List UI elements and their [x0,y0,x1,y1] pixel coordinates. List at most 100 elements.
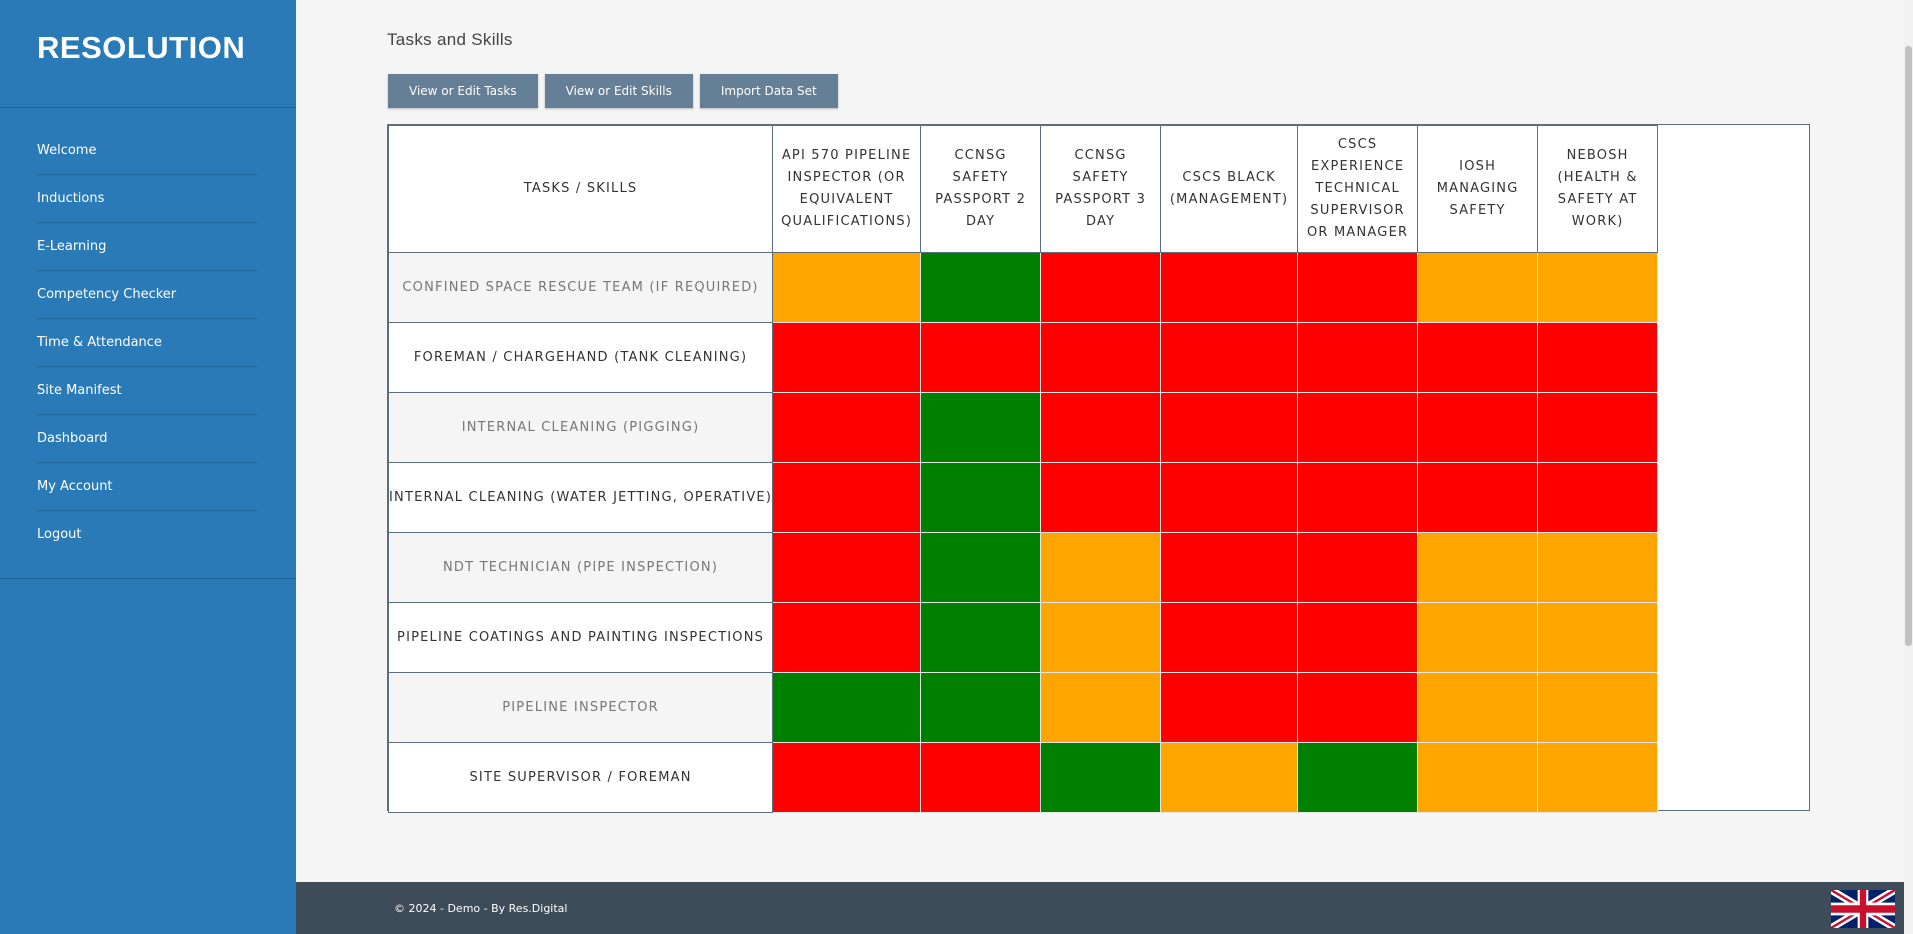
competency-cell-red[interactable] [1160,252,1299,323]
competency-cell-red[interactable] [1040,322,1162,393]
competency-cell-red[interactable] [1160,532,1299,603]
sidebar-divider [0,578,296,579]
sidebar-item-e-learning[interactable]: E-Learning [37,223,257,271]
sidebar-divider [0,107,296,108]
page-footer: © 2024 - Demo - By Res.Digital [296,882,1913,934]
scroll-thumb[interactable] [1905,46,1912,646]
competency-cell-red[interactable] [772,742,922,813]
view-edit-tasks-button[interactable]: View or Edit Tasks [388,74,538,108]
matrix-header-row: TASKS / SKILLS API 570 PIPELINE INSPECTO… [387,125,1659,253]
sidebar-item-time-attendance[interactable]: Time & Attendance [37,319,257,367]
competency-matrix: TASKS / SKILLS API 570 PIPELINE INSPECTO… [387,124,1810,813]
competency-cell-amber[interactable] [1417,602,1539,673]
competency-cell-red[interactable] [1040,252,1162,323]
competency-cell-green[interactable] [1040,742,1162,813]
matrix-row: PIPELINE COATINGS AND PAINTING INSPECTIO… [387,602,1659,673]
sidebar-nav: Welcome Inductions E-Learning Competency… [37,127,257,558]
competency-cell-red[interactable] [1297,602,1419,673]
competency-cell-amber[interactable] [1417,252,1539,323]
copyright-text: © 2024 - Demo - By Res.Digital [394,902,568,915]
competency-cell-amber[interactable] [1537,532,1659,603]
competency-cell-red[interactable] [1297,462,1419,533]
page-title: Tasks and Skills [387,30,513,49]
competency-cell-red[interactable] [1297,252,1419,323]
uk-flag-icon[interactable] [1831,890,1895,928]
sidebar-item-site-manifest[interactable]: Site Manifest [37,367,257,415]
import-data-set-button[interactable]: Import Data Set [699,74,838,108]
competency-cell-red[interactable] [1537,322,1659,393]
skill-header: CSCS EXPERIENCE TECHNICAL SUPERVISOR OR … [1297,125,1419,253]
competency-cell-amber[interactable] [1537,672,1659,743]
competency-cell-red[interactable] [1537,462,1659,533]
sidebar-item-inductions[interactable]: Inductions [37,175,257,223]
competency-cell-red[interactable] [1160,672,1299,743]
page-scrollbar[interactable] [1904,0,1913,934]
competency-cell-red[interactable] [1297,322,1419,393]
competency-cell-amber[interactable] [1537,602,1659,673]
competency-cell-red[interactable] [1417,392,1539,463]
competency-cell-green[interactable] [920,392,1042,463]
task-label: FOREMAN / CHARGEHAND (TANK CLEANING) [387,322,774,393]
task-label: PIPELINE INSPECTOR [387,672,774,743]
task-label: INTERNAL CLEANING (WATER JETTING, OPERAT… [387,462,774,533]
competency-cell-red[interactable] [772,602,922,673]
task-label: SITE SUPERVISOR / FOREMAN [387,742,774,813]
competency-cell-green[interactable] [920,602,1042,673]
competency-cell-red[interactable] [1160,392,1299,463]
competency-cell-red[interactable] [1297,672,1419,743]
competency-cell-green[interactable] [772,672,922,743]
competency-cell-amber[interactable] [1417,742,1539,813]
sidebar-item-my-account[interactable]: My Account [37,463,257,511]
sidebar-item-welcome[interactable]: Welcome [37,127,257,175]
sidebar-item-dashboard[interactable]: Dashboard [37,415,257,463]
competency-cell-red[interactable] [1160,462,1299,533]
view-edit-skills-button[interactable]: View or Edit Skills [544,74,693,108]
competency-cell-amber[interactable] [1040,532,1162,603]
competency-cell-amber[interactable] [772,252,922,323]
competency-cell-red[interactable] [1160,602,1299,673]
competency-cell-amber[interactable] [1417,672,1539,743]
skill-header: CSCS BLACK (MANAGEMENT) [1160,125,1299,253]
matrix-row: INTERNAL CLEANING (PIGGING) [387,392,1659,463]
competency-cell-red[interactable] [772,462,922,533]
sidebar-item-logout[interactable]: Logout [37,527,82,542]
skill-header: CCNSG SAFETY PASSPORT 2 DAY [920,125,1042,253]
competency-cell-green[interactable] [920,462,1042,533]
competency-cell-red[interactable] [1417,322,1539,393]
competency-cell-red[interactable] [1417,462,1539,533]
competency-cell-amber[interactable] [1040,602,1162,673]
sidebar: RESOLUTION Welcome Inductions E-Learning… [0,0,296,934]
action-buttons: View or Edit Tasks View or Edit Skills I… [388,74,838,108]
competency-cell-red[interactable] [920,742,1042,813]
competency-cell-green[interactable] [920,252,1042,323]
task-label: CONFINED SPACE RESCUE TEAM (IF REQUIRED) [387,252,774,323]
competency-cell-green[interactable] [920,672,1042,743]
competency-cell-red[interactable] [772,532,922,603]
corner-header: TASKS / SKILLS [387,125,774,253]
competency-cell-red[interactable] [1297,532,1419,603]
competency-cell-red[interactable] [1297,392,1419,463]
competency-cell-red[interactable] [1040,462,1162,533]
competency-cell-red[interactable] [772,322,922,393]
competency-cell-amber[interactable] [1537,252,1659,323]
skill-header: IOSH MANAGING SAFETY [1417,125,1539,253]
competency-cell-green[interactable] [920,532,1042,603]
competency-cell-red[interactable] [1160,322,1299,393]
competency-cell-red[interactable] [920,322,1042,393]
competency-cell-red[interactable] [772,392,922,463]
competency-cell-red[interactable] [1040,392,1162,463]
competency-cell-amber[interactable] [1537,742,1659,813]
matrix-row: SITE SUPERVISOR / FOREMAN [387,742,1659,813]
competency-cell-red[interactable] [1537,392,1659,463]
skill-header: NEBOSH (HEALTH & SAFETY AT WORK) [1537,125,1659,253]
matrix-row: PIPELINE INSPECTOR [387,672,1659,743]
competency-cell-green[interactable] [1297,742,1419,813]
competency-cell-amber[interactable] [1160,742,1299,813]
task-label: INTERNAL CLEANING (PIGGING) [387,392,774,463]
sidebar-item-competency-checker[interactable]: Competency Checker [37,271,257,319]
competency-cell-amber[interactable] [1417,532,1539,603]
competency-cell-amber[interactable] [1040,672,1162,743]
app-logo[interactable]: RESOLUTION [37,30,246,65]
matrix-row: NDT TECHNICIAN (PIPE INSPECTION) [387,532,1659,603]
matrix-row: FOREMAN / CHARGEHAND (TANK CLEANING) [387,322,1659,393]
